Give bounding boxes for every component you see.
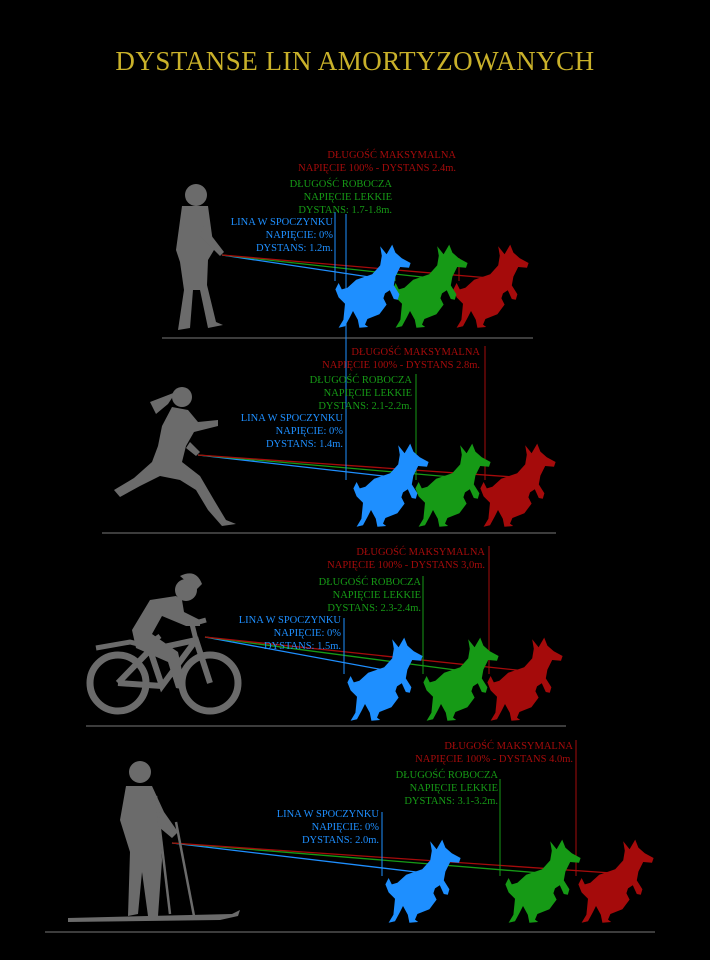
label-max-4: DŁUGOŚĆ MAKSYMALNA NAPIĘCIE 100% - DYSTAN… — [415, 740, 573, 766]
label-rest-2: LINA W SPOCZYNKU NAPIĘCIE: 0% DYSTANS: 1.4… — [241, 412, 343, 451]
person-head — [129, 761, 151, 783]
dog-max-icon — [453, 244, 529, 328]
label-rest-line: LINA W SPOCZYNKU — [238, 615, 341, 626]
label-max-line: NAPIĘCIE 100% - DYSTANS 2.8m. — [322, 360, 480, 371]
leash-line-work — [197, 454, 464, 479]
label-rest-line: LINA W SPOCZYNKU — [230, 217, 333, 228]
label-work-line: DYSTANS: 3.1-3.2m. — [404, 796, 498, 807]
label-rest-line: NAPIĘCIE: 0% — [265, 230, 333, 241]
leash-line-work — [204, 636, 472, 673]
label-max-1: DŁUGOŚĆ MAKSYMALNA NAPIĘCIE 100% - DYSTAN… — [298, 149, 456, 175]
label-rest-line: DYSTANS: 1.5m. — [263, 641, 341, 652]
ski — [68, 910, 240, 922]
label-max-2: DŁUGOŚĆ MAKSYMALNA NAPIĘCIE 100% - DYSTAN… — [322, 346, 480, 372]
person-arm — [186, 442, 200, 456]
person-head — [185, 184, 207, 206]
label-work-2: DŁUGOŚĆ ROBOCZA NAPIĘCIE LEKKIE DYSTANS: 2… — [310, 374, 412, 413]
dog-work-icon — [505, 839, 581, 923]
person-silhouette-ski — [68, 761, 240, 922]
ski-pole — [154, 795, 172, 915]
leash-line-max — [221, 254, 502, 280]
panel-3 — [86, 546, 566, 727]
person-silhouette-bike — [86, 573, 242, 715]
label-rest-line: LINA W SPOCZYNKU — [240, 413, 343, 424]
leash-line-rest — [171, 842, 434, 875]
label-max-line: NAPIĘCIE 100% - DYSTANS 2.4m. — [298, 163, 456, 174]
person-silhouette-run — [114, 387, 236, 526]
dog-rest-icon — [335, 244, 411, 328]
dog-max-icon — [480, 443, 556, 527]
person-body — [132, 596, 200, 690]
label-max-line: NAPIĘCIE 100% - DYSTANS 3,0m. — [327, 560, 485, 571]
leash-line-rest — [197, 454, 402, 479]
label-rest-3: LINA W SPOCZYNKU NAPIĘCIE: 0% DYSTANS: 1.5… — [239, 614, 341, 653]
dog-work-icon — [415, 443, 491, 527]
label-work-line: DYSTANS: 2.3-2.4m. — [327, 603, 421, 614]
person-body — [176, 206, 223, 330]
panel-2 — [102, 214, 556, 534]
label-work-line: DŁUGOŚĆ ROBOCZA — [309, 375, 412, 386]
label-rest-4: LINA W SPOCZYNKU NAPIĘCIE: 0% DYSTANS: 2.0… — [277, 808, 379, 847]
label-work-1: DŁUGOŚĆ ROBOCZA NAPIĘCIE LEKKIE DYSTANS: 1… — [290, 178, 392, 217]
leash-line-rest — [221, 254, 384, 280]
label-work-line: NAPIĘCIE LEKKIE — [332, 590, 421, 601]
leash-line-work — [171, 842, 554, 875]
person-head — [175, 579, 197, 601]
person-arm — [200, 226, 224, 256]
label-rest-line: DYSTANS: 1.2m. — [255, 243, 333, 254]
label-max-line: DŁUGOŚĆ MAKSYMALNA — [327, 150, 456, 161]
label-max-line: DŁUGOŚĆ MAKSYMALNA — [351, 347, 480, 358]
label-work-line: DYSTANS: 2.1-2.2m. — [318, 401, 412, 412]
label-work-line: NAPIĘCIE LEKKIE — [409, 783, 498, 794]
person-silhouette-walk — [176, 184, 224, 330]
label-work-line: DŁUGOŚĆ ROBOCZA — [395, 770, 498, 781]
panel-4 — [45, 740, 655, 933]
label-rest-line: NAPIĘCIE: 0% — [273, 628, 341, 639]
label-rest-1: LINA W SPOCZYNKU NAPIĘCIE: 0% DYSTANS: 1.2… — [231, 216, 333, 255]
person-head — [172, 387, 192, 407]
dog-max-icon — [487, 637, 563, 721]
label-work-line: NAPIĘCIE LEKKIE — [303, 192, 392, 203]
page-title: DYSTANSE LIN AMORTYZOWANYCH — [115, 46, 595, 76]
label-max-line: NAPIĘCIE 100% - DYSTANS 4.0m. — [415, 754, 573, 765]
label-rest-line: LINA W SPOCZYNKU — [276, 809, 379, 820]
label-max-line: DŁUGOŚĆ MAKSYMALNA — [356, 547, 485, 558]
person-ponytail — [150, 392, 176, 414]
bike-frame — [115, 636, 213, 693]
label-rest-line: NAPIĘCIE: 0% — [311, 822, 379, 833]
label-work-line: DYSTANS: 1.7-1.8m. — [298, 205, 392, 216]
dog-max-icon — [578, 839, 654, 923]
ski-pole — [174, 821, 196, 917]
label-work-line: DŁUGOŚĆ ROBOCZA — [318, 577, 421, 588]
dog-work-icon — [423, 637, 499, 721]
dog-rest-icon — [385, 839, 461, 923]
label-rest-line: DYSTANS: 1.4m. — [265, 439, 343, 450]
person-body — [114, 407, 236, 526]
label-rest-line: DYSTANS: 2.0m. — [301, 835, 379, 846]
leash-line-work — [221, 254, 441, 280]
label-max-line: DŁUGOŚĆ MAKSYMALNA — [444, 741, 573, 752]
label-work-line: DŁUGOŚĆ ROBOCZA — [289, 179, 392, 190]
panel-1 — [162, 184, 533, 339]
dog-rest-icon — [347, 637, 423, 721]
label-work-line: NAPIĘCIE LEKKIE — [323, 388, 412, 399]
label-work-3: DŁUGOŚĆ ROBOCZA NAPIĘCIE LEKKIE DYSTANS: 2… — [319, 576, 421, 615]
label-rest-line: NAPIĘCIE: 0% — [275, 426, 343, 437]
label-work-4: DŁUGOŚĆ ROBOCZA NAPIĘCIE LEKKIE DYSTANS: 3… — [396, 769, 498, 808]
leash-line-rest — [204, 636, 396, 673]
person-body — [120, 786, 178, 916]
label-max-3: DŁUGOŚĆ MAKSYMALNA NAPIĘCIE 100% - DYSTAN… — [327, 546, 485, 572]
